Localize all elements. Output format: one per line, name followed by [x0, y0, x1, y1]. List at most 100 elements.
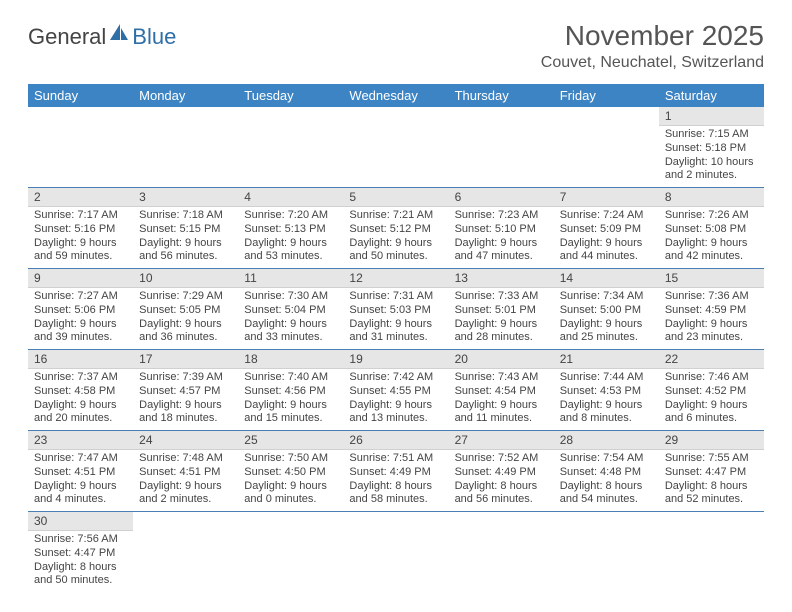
- calendar-cell: 29Sunrise: 7:55 AMSunset: 4:47 PMDayligh…: [659, 431, 764, 512]
- day-details: Sunrise: 7:40 AMSunset: 4:56 PMDaylight:…: [238, 369, 343, 430]
- day-number: 24: [133, 431, 238, 450]
- calendar-cell: 14Sunrise: 7:34 AMSunset: 5:00 PMDayligh…: [554, 269, 659, 350]
- day-details: Sunrise: 7:18 AMSunset: 5:15 PMDaylight:…: [133, 207, 238, 268]
- day-details: Sunrise: 7:34 AMSunset: 5:00 PMDaylight:…: [554, 288, 659, 349]
- day-details: Sunrise: 7:17 AMSunset: 5:16 PMDaylight:…: [28, 207, 133, 268]
- day-details: Sunrise: 7:15 AMSunset: 5:18 PMDaylight:…: [659, 126, 764, 187]
- day-details: Sunrise: 7:42 AMSunset: 4:55 PMDaylight:…: [343, 369, 448, 430]
- day-details: Sunrise: 7:55 AMSunset: 4:47 PMDaylight:…: [659, 450, 764, 511]
- day-details: Sunrise: 7:39 AMSunset: 4:57 PMDaylight:…: [133, 369, 238, 430]
- calendar-cell: 6Sunrise: 7:23 AMSunset: 5:10 PMDaylight…: [449, 188, 554, 269]
- day-details: Sunrise: 7:52 AMSunset: 4:49 PMDaylight:…: [449, 450, 554, 511]
- calendar-cell: 12Sunrise: 7:31 AMSunset: 5:03 PMDayligh…: [343, 269, 448, 350]
- calendar-cell: [28, 107, 133, 188]
- day-details: Sunrise: 7:23 AMSunset: 5:10 PMDaylight:…: [449, 207, 554, 268]
- calendar-cell: [238, 512, 343, 593]
- day-details: Sunrise: 7:36 AMSunset: 4:59 PMDaylight:…: [659, 288, 764, 349]
- calendar-cell: [133, 107, 238, 188]
- day-number: 10: [133, 269, 238, 288]
- calendar-row: 16Sunrise: 7:37 AMSunset: 4:58 PMDayligh…: [28, 350, 764, 431]
- calendar-cell: [133, 512, 238, 593]
- day-number: 9: [28, 269, 133, 288]
- day-details: Sunrise: 7:30 AMSunset: 5:04 PMDaylight:…: [238, 288, 343, 349]
- location: Couvet, Neuchatel, Switzerland: [541, 54, 764, 72]
- day-details: Sunrise: 7:46 AMSunset: 4:52 PMDaylight:…: [659, 369, 764, 430]
- day-number: 19: [343, 350, 448, 369]
- day-details: Sunrise: 7:48 AMSunset: 4:51 PMDaylight:…: [133, 450, 238, 511]
- calendar-body: 1Sunrise: 7:15 AMSunset: 5:18 PMDaylight…: [28, 107, 764, 592]
- day-number: 11: [238, 269, 343, 288]
- calendar-cell: 20Sunrise: 7:43 AMSunset: 4:54 PMDayligh…: [449, 350, 554, 431]
- day-details: Sunrise: 7:43 AMSunset: 4:54 PMDaylight:…: [449, 369, 554, 430]
- day-number: 20: [449, 350, 554, 369]
- day-details: Sunrise: 7:51 AMSunset: 4:49 PMDaylight:…: [343, 450, 448, 511]
- calendar-cell: [343, 512, 448, 593]
- day-number: 7: [554, 188, 659, 207]
- day-number: 17: [133, 350, 238, 369]
- calendar-cell: 1Sunrise: 7:15 AMSunset: 5:18 PMDaylight…: [659, 107, 764, 188]
- logo-text-general: General: [28, 24, 106, 50]
- calendar-cell: 2Sunrise: 7:17 AMSunset: 5:16 PMDaylight…: [28, 188, 133, 269]
- calendar-cell: 13Sunrise: 7:33 AMSunset: 5:01 PMDayligh…: [449, 269, 554, 350]
- day-details: Sunrise: 7:47 AMSunset: 4:51 PMDaylight:…: [28, 450, 133, 511]
- calendar-cell: 26Sunrise: 7:51 AMSunset: 4:49 PMDayligh…: [343, 431, 448, 512]
- day-number: 28: [554, 431, 659, 450]
- weekday-header: Wednesday: [343, 84, 448, 107]
- calendar-cell: [449, 512, 554, 593]
- weekday-header-row: SundayMondayTuesdayWednesdayThursdayFrid…: [28, 84, 764, 107]
- calendar-cell: 10Sunrise: 7:29 AMSunset: 5:05 PMDayligh…: [133, 269, 238, 350]
- calendar-cell: 5Sunrise: 7:21 AMSunset: 5:12 PMDaylight…: [343, 188, 448, 269]
- calendar-row: 23Sunrise: 7:47 AMSunset: 4:51 PMDayligh…: [28, 431, 764, 512]
- weekday-header: Saturday: [659, 84, 764, 107]
- calendar-row: 1Sunrise: 7:15 AMSunset: 5:18 PMDaylight…: [28, 107, 764, 188]
- calendar-cell: 24Sunrise: 7:48 AMSunset: 4:51 PMDayligh…: [133, 431, 238, 512]
- weekday-header: Monday: [133, 84, 238, 107]
- day-number: 23: [28, 431, 133, 450]
- calendar-row: 2Sunrise: 7:17 AMSunset: 5:16 PMDaylight…: [28, 188, 764, 269]
- day-number: 3: [133, 188, 238, 207]
- calendar-cell: [554, 107, 659, 188]
- calendar-cell: 8Sunrise: 7:26 AMSunset: 5:08 PMDaylight…: [659, 188, 764, 269]
- day-number: 2: [28, 188, 133, 207]
- day-details: Sunrise: 7:33 AMSunset: 5:01 PMDaylight:…: [449, 288, 554, 349]
- calendar-cell: [343, 107, 448, 188]
- day-number: 29: [659, 431, 764, 450]
- calendar-cell: 15Sunrise: 7:36 AMSunset: 4:59 PMDayligh…: [659, 269, 764, 350]
- day-number: 8: [659, 188, 764, 207]
- calendar-cell: 21Sunrise: 7:44 AMSunset: 4:53 PMDayligh…: [554, 350, 659, 431]
- day-number: 22: [659, 350, 764, 369]
- day-number: 15: [659, 269, 764, 288]
- title-block: November 2025 Couvet, Neuchatel, Switzer…: [541, 20, 764, 72]
- day-number: 6: [449, 188, 554, 207]
- day-details: Sunrise: 7:44 AMSunset: 4:53 PMDaylight:…: [554, 369, 659, 430]
- calendar-cell: [554, 512, 659, 593]
- day-details: Sunrise: 7:37 AMSunset: 4:58 PMDaylight:…: [28, 369, 133, 430]
- day-number: 25: [238, 431, 343, 450]
- day-number: 26: [343, 431, 448, 450]
- calendar-cell: 25Sunrise: 7:50 AMSunset: 4:50 PMDayligh…: [238, 431, 343, 512]
- day-number: 14: [554, 269, 659, 288]
- calendar-row: 30Sunrise: 7:56 AMSunset: 4:47 PMDayligh…: [28, 512, 764, 593]
- day-number: 4: [238, 188, 343, 207]
- calendar-row: 9Sunrise: 7:27 AMSunset: 5:06 PMDaylight…: [28, 269, 764, 350]
- day-details: Sunrise: 7:24 AMSunset: 5:09 PMDaylight:…: [554, 207, 659, 268]
- day-details: Sunrise: 7:27 AMSunset: 5:06 PMDaylight:…: [28, 288, 133, 349]
- month-title: November 2025: [541, 20, 764, 52]
- calendar-cell: 7Sunrise: 7:24 AMSunset: 5:09 PMDaylight…: [554, 188, 659, 269]
- day-number: 30: [28, 512, 133, 531]
- logo-text-blue: Blue: [132, 24, 176, 50]
- day-details: Sunrise: 7:50 AMSunset: 4:50 PMDaylight:…: [238, 450, 343, 511]
- calendar-cell: 11Sunrise: 7:30 AMSunset: 5:04 PMDayligh…: [238, 269, 343, 350]
- day-details: Sunrise: 7:20 AMSunset: 5:13 PMDaylight:…: [238, 207, 343, 268]
- day-number: 13: [449, 269, 554, 288]
- day-number: 21: [554, 350, 659, 369]
- calendar-cell: 17Sunrise: 7:39 AMSunset: 4:57 PMDayligh…: [133, 350, 238, 431]
- weekday-header: Tuesday: [238, 84, 343, 107]
- day-details: Sunrise: 7:31 AMSunset: 5:03 PMDaylight:…: [343, 288, 448, 349]
- weekday-header: Sunday: [28, 84, 133, 107]
- calendar-cell: 9Sunrise: 7:27 AMSunset: 5:06 PMDaylight…: [28, 269, 133, 350]
- calendar-cell: [238, 107, 343, 188]
- weekday-header: Friday: [554, 84, 659, 107]
- calendar-cell: 3Sunrise: 7:18 AMSunset: 5:15 PMDaylight…: [133, 188, 238, 269]
- day-details: Sunrise: 7:54 AMSunset: 4:48 PMDaylight:…: [554, 450, 659, 511]
